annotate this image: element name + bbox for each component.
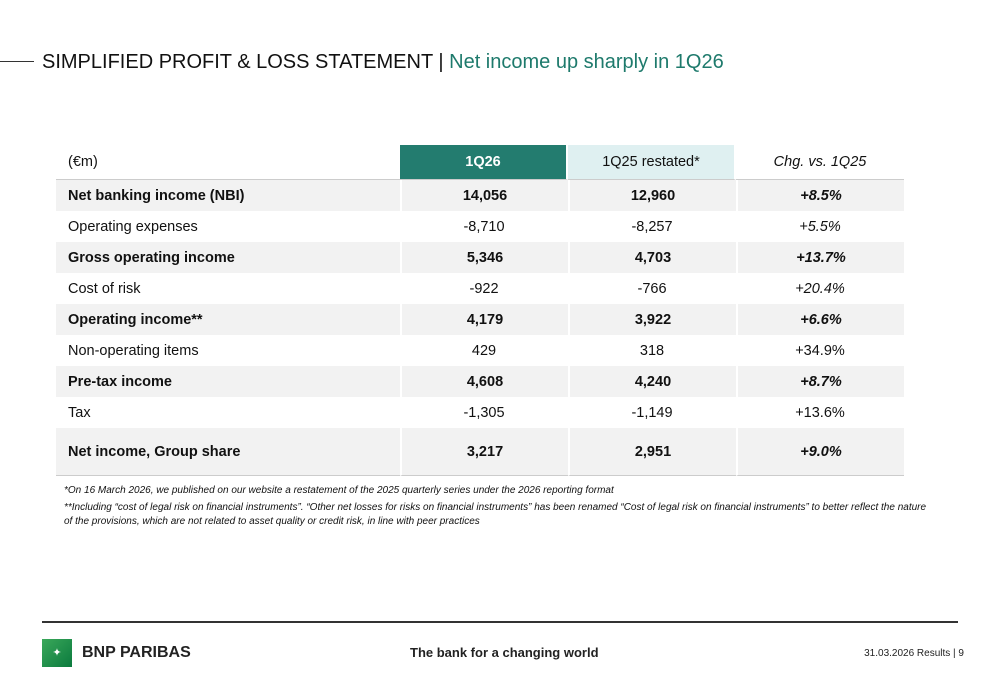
- footnote: *On 16 March 2026, we published on our w…: [64, 485, 614, 496]
- table-header: (€m) 1Q26 1Q25 restated* Chg. vs. 1Q25: [56, 145, 904, 180]
- value-1q25: 3,922: [568, 304, 736, 335]
- value-1q25: 2,951: [568, 428, 736, 476]
- value-1q25: 12,960: [568, 180, 736, 211]
- value-change: +9.0%: [736, 428, 904, 476]
- page-number: 31.03.2026 Results | 9: [864, 648, 964, 659]
- value-1q26: 4,608: [400, 366, 568, 397]
- value-change: +34.9%: [795, 342, 845, 359]
- table-row: Gross operating income 5,346 4,703 +13.7%: [56, 242, 904, 273]
- value-change: +13.6%: [795, 404, 845, 421]
- col-1q26: 1Q26: [400, 145, 568, 180]
- title-subtitle: Net income up sharply in 1Q26: [449, 51, 724, 73]
- row-label: Net income, Group share: [56, 428, 400, 476]
- row-label: Operating expenses: [68, 218, 198, 235]
- value-1q25: 4,240: [568, 366, 736, 397]
- value-1q25: -766: [637, 280, 667, 297]
- col-change: Chg. vs. 1Q25: [736, 145, 904, 180]
- value-1q26: 3,217: [400, 428, 568, 476]
- footer-rule: [42, 621, 958, 623]
- row-label: Pre-tax income: [56, 366, 400, 397]
- tagline: The bank for a changing world: [410, 645, 599, 660]
- value-1q25: -8,257: [631, 218, 673, 235]
- table-row: Net banking income (NBI) 14,056 12,960 +8.5…: [56, 180, 904, 211]
- value-1q26: -8,710: [463, 218, 505, 235]
- brand-name: BNP PARIBAS: [82, 644, 191, 661]
- page-title: SIMPLIFIED PROFIT & LOSS STATEMENT | Net…: [42, 51, 724, 74]
- value-change: +5.5%: [799, 218, 841, 235]
- value-1q26: 4,179: [400, 304, 568, 335]
- value-change: +20.4%: [795, 280, 845, 297]
- footnotes: *On 16 March 2026, we published on our w…: [64, 484, 934, 532]
- value-change: +6.6%: [736, 304, 904, 335]
- row-label: Net banking income (NBI): [56, 180, 400, 211]
- table-row: Operating expenses -8,710 -8,257 +5.5%: [56, 211, 904, 242]
- value-change: +13.7%: [736, 242, 904, 273]
- value-change: +8.5%: [736, 180, 904, 211]
- value-1q26: 5,346: [400, 242, 568, 273]
- table-row: Net income, Group share 3,217 2,951 +9.0%: [56, 428, 904, 476]
- value-1q26: 14,056: [400, 180, 568, 211]
- value-change: +8.7%: [736, 366, 904, 397]
- value-1q26: -922: [469, 280, 499, 297]
- pnl-table: (€m) 1Q26 1Q25 restated* Chg. vs. 1Q25 N…: [56, 145, 904, 476]
- value-1q26: 429: [471, 342, 497, 359]
- col-unit: (€m): [56, 145, 400, 180]
- value-1q25: -1,149: [631, 404, 673, 421]
- col-1q25: 1Q25 restated*: [568, 145, 736, 180]
- row-label: Operating income**: [56, 304, 400, 335]
- row-label: Cost of risk: [68, 280, 141, 297]
- row-label: Gross operating income: [56, 242, 400, 273]
- row-label: Non-operating items: [68, 342, 199, 359]
- table-row: Operating income** 4,179 3,922 +6.6%: [56, 304, 904, 335]
- table-row: Pre-tax income 4,608 4,240 +8.7%: [56, 366, 904, 397]
- value-1q26: -1,305: [463, 404, 505, 421]
- title-rule: [0, 61, 34, 62]
- bnp-logo-icon: ✦: [42, 639, 72, 667]
- row-label: Tax: [68, 404, 91, 421]
- value-1q25: 318: [639, 342, 665, 359]
- table-row: Cost of risk -922 -766 +20.4%: [56, 273, 904, 304]
- table-row: Non-operating items 429 318 +34.9%: [56, 335, 904, 366]
- footnote: **Including “cost of legal risk on finan…: [64, 502, 927, 527]
- table-row: Tax -1,305 -1,149 +13.6%: [56, 397, 904, 428]
- value-1q25: 4,703: [568, 242, 736, 273]
- title-main: SIMPLIFIED PROFIT & LOSS STATEMENT |: [42, 51, 450, 73]
